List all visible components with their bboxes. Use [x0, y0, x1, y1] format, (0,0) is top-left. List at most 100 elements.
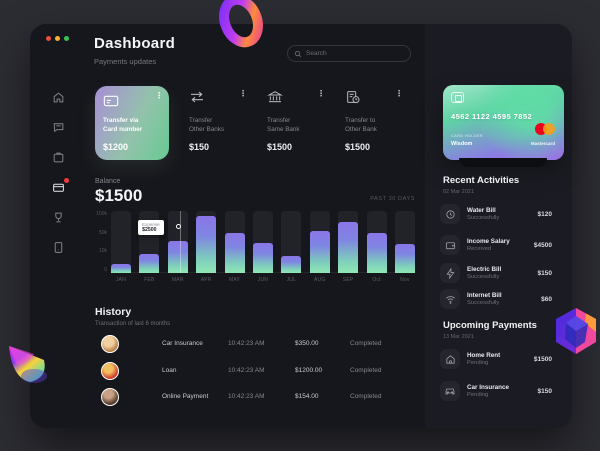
kebab-menu-icon[interactable]: ⋮	[317, 89, 325, 98]
sidebar-item-cards[interactable]	[52, 178, 69, 195]
transfer-card-to-other-bank[interactable]: ⋮ Transfer to Other Bank $1500	[341, 86, 403, 160]
close-window-button[interactable]	[46, 36, 51, 41]
history-status: Completed	[350, 367, 382, 374]
history-row[interactable]: Online Payment 10:42:23 AM $154.00 Compl…	[95, 387, 415, 409]
bar-jan[interactable]: JAN	[111, 211, 131, 283]
x-tick-label: Oct	[372, 277, 381, 283]
history-name: Car Insurance	[162, 340, 203, 347]
minimize-window-button[interactable]	[55, 36, 60, 41]
upcoming-home-rent[interactable]: Home Rent Pending $1500	[440, 348, 552, 370]
card-icon	[53, 183, 64, 192]
bar-apr[interactable]: APR	[196, 211, 217, 283]
balance-chart: 100k 50k 10k 0 JAN FEB MAR APR MAY JUN JUL AUG SEP O…	[95, 211, 415, 285]
x-tick-label: SEP	[342, 277, 354, 283]
zoom-window-button[interactable]	[64, 36, 69, 41]
tooltip-value: $2500	[142, 227, 157, 233]
bar-may[interactable]: MAY	[224, 211, 245, 283]
activity-name: Income Salary	[467, 238, 510, 245]
bar-aug[interactable]: AUG	[309, 211, 330, 283]
mastercard-icon	[535, 123, 555, 135]
transfer-label: Transfer to Other Bank	[345, 117, 377, 134]
history-status: Completed	[350, 340, 382, 347]
transfer-card-other-banks[interactable]: ⋮ Transfer Other Banks $150	[185, 86, 247, 160]
payment-status: Pending	[467, 392, 489, 398]
transfer-amount: $1200	[103, 142, 129, 152]
payment-name: Car Insurance	[467, 384, 509, 391]
card-chip-icon	[451, 92, 464, 103]
chart-bars: JAN FEB MAR APR MAY JUN JUL AUG SEP Oct Nov Expense…	[111, 211, 415, 283]
history-title: History	[95, 306, 132, 318]
history-row[interactable]: Loan 10:42:23 AM $1200.00 Completed	[95, 361, 415, 383]
transfer-amount: $150	[189, 142, 210, 152]
transfer-card-via-card-number[interactable]: ⋮ Transfer via Card number $1200	[95, 86, 169, 160]
bolt-icon	[440, 263, 460, 283]
bar-jul[interactable]: JUL	[281, 211, 302, 283]
history-amount: $154.00	[295, 393, 319, 400]
bank-icon	[267, 91, 283, 103]
sidebar-item-orders[interactable]	[52, 151, 66, 165]
page-title: Dashboard	[94, 35, 176, 52]
y-tick-label: 100k	[96, 211, 107, 217]
sidebar-item-home[interactable]	[52, 91, 66, 105]
activity-amount: $150	[537, 269, 552, 277]
y-tick-label: 10k	[98, 248, 107, 255]
tooltip-line	[180, 211, 182, 273]
bar-mar[interactable]: MAR	[167, 211, 188, 283]
tooltip-marker	[176, 224, 182, 229]
payment-name: Home Rent	[467, 352, 501, 359]
x-tick-label: JUN	[257, 277, 269, 283]
history-amount: $350.00	[295, 340, 319, 347]
receipt-icon	[347, 91, 360, 104]
activity-electric-bill[interactable]: Electric Bill Successfully $150	[440, 262, 552, 284]
y-tick-label: 50k	[98, 229, 107, 236]
x-tick-label: FEB	[144, 277, 155, 283]
avatar	[101, 362, 119, 380]
activity-internet-bill[interactable]: Internet Bill Successfully $60	[440, 288, 552, 310]
activity-amount: $120	[537, 210, 552, 218]
x-tick-label: JUL	[286, 277, 297, 283]
car-icon	[440, 381, 460, 401]
search-bar[interactable]	[287, 45, 411, 62]
bar-sep[interactable]: SEP	[338, 211, 359, 283]
x-tick-label: Nov	[400, 277, 410, 283]
balance-value: $1500	[95, 186, 143, 205]
search-input[interactable]	[306, 50, 396, 57]
payment-amount: $1500	[533, 355, 552, 363]
kebab-menu-icon[interactable]: ⋮	[155, 91, 163, 100]
card-brand: Mastercard	[530, 141, 555, 146]
credit-card-icon	[103, 95, 119, 107]
clipboard-icon	[53, 152, 64, 163]
chart-y-axis: 100k 50k 10k 0	[95, 211, 107, 273]
activity-name: Internet Bill	[467, 292, 502, 299]
history-subtitle: Transaction of last 6 months	[95, 321, 171, 327]
payment-amount: $150	[537, 387, 552, 395]
history-time: 10:42:23 AM	[228, 393, 265, 400]
home-icon	[440, 349, 460, 369]
history-row[interactable]: Car Insurance 10:42:23 AM $350.00 Comple…	[95, 334, 415, 356]
upcoming-car-insurance[interactable]: Car Insurance Pending $150	[440, 380, 552, 402]
activity-water-bill[interactable]: Water Bill Successfully $120	[440, 203, 552, 225]
history-name: Loan	[162, 367, 177, 374]
rewards-icon	[55, 212, 62, 223]
avatar	[101, 335, 119, 353]
recent-activities-title: Recent Activities	[443, 175, 520, 186]
kebab-menu-icon[interactable]: ⋮	[395, 89, 403, 98]
sidebar-item-messages[interactable]	[52, 121, 66, 135]
sidebar-notification-badge	[64, 178, 69, 183]
wallet-icon	[440, 235, 460, 255]
transfer-label: Transfer Same Bank	[267, 117, 300, 134]
history-name: Online Payment	[162, 393, 209, 400]
wifi-icon	[440, 289, 460, 309]
chart-tooltip: Expense $2500	[138, 220, 164, 235]
activity-income-salary[interactable]: Income Salary Received $4500	[440, 234, 552, 256]
recent-activities-date: 02 Mar 2021	[443, 189, 474, 195]
bar-jun[interactable]: JUN	[252, 211, 273, 283]
transfer-card-same-bank[interactable]: ⋮ Transfer Same Bank $1500	[263, 86, 325, 160]
bar-nov[interactable]: Nov	[394, 211, 415, 283]
sidebar-item-rewards[interactable]	[52, 211, 66, 225]
bar-oct[interactable]: Oct	[366, 211, 387, 283]
activity-amount: $60	[541, 295, 552, 303]
sidebar-item-documents[interactable]	[52, 241, 66, 255]
window-controls	[46, 36, 69, 41]
kebab-menu-icon[interactable]: ⋮	[239, 89, 247, 98]
